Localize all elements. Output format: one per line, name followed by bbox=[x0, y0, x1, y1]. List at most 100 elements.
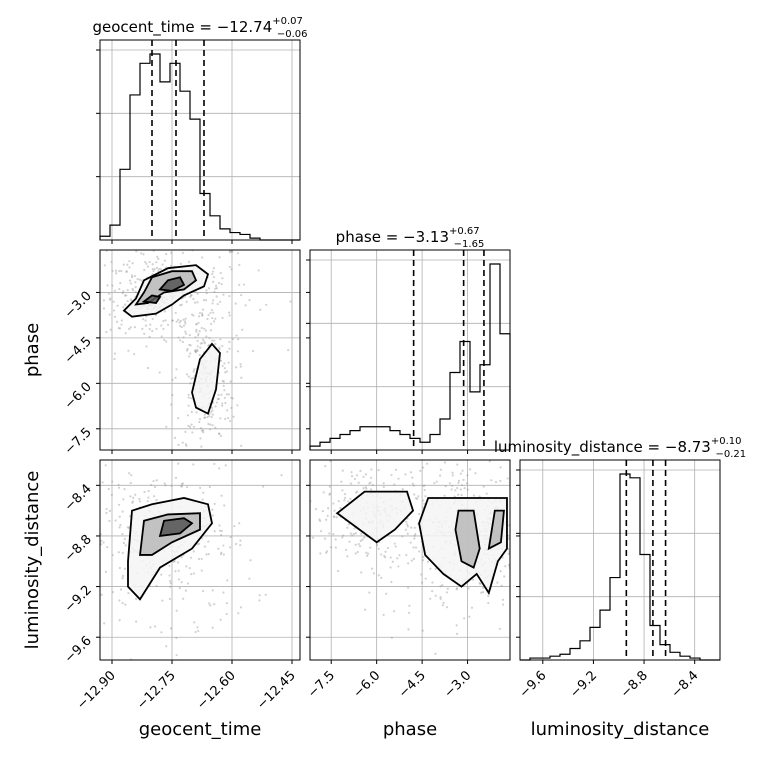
contour-inner bbox=[158, 517, 194, 538]
sample-point bbox=[507, 548, 510, 551]
sample-point bbox=[165, 340, 168, 343]
sample-point bbox=[507, 524, 510, 527]
sample-point bbox=[382, 613, 385, 616]
sample-point bbox=[242, 283, 246, 286]
sample-point bbox=[265, 529, 267, 531]
sample-point bbox=[199, 486, 202, 489]
sample-point bbox=[209, 311, 212, 315]
sample-point bbox=[215, 401, 219, 404]
sample-point bbox=[203, 545, 206, 548]
sample-point bbox=[117, 483, 120, 487]
sample-point bbox=[132, 289, 135, 292]
sample-point bbox=[191, 431, 194, 434]
sample-point bbox=[443, 494, 446, 497]
sample-point bbox=[181, 340, 184, 343]
sample-point bbox=[393, 483, 396, 486]
sample-point bbox=[409, 471, 413, 474]
sample-point bbox=[404, 473, 407, 476]
sample-point bbox=[203, 327, 206, 330]
sample-point bbox=[199, 346, 202, 349]
sample-point bbox=[265, 303, 268, 306]
sample-point bbox=[460, 484, 464, 487]
sample-point bbox=[313, 443, 315, 445]
sample-point bbox=[146, 265, 150, 268]
sample-point bbox=[499, 479, 502, 483]
sample-point bbox=[411, 482, 414, 485]
sample-point bbox=[227, 393, 230, 396]
sample-point bbox=[155, 327, 158, 330]
sample-point bbox=[500, 584, 503, 587]
sample-point bbox=[418, 512, 421, 516]
sample-point bbox=[197, 557, 201, 561]
sample-point bbox=[517, 577, 519, 579]
sample-point bbox=[224, 371, 227, 374]
sample-point bbox=[135, 597, 138, 601]
sample-point bbox=[513, 527, 515, 529]
sample-point bbox=[126, 526, 129, 529]
xtick-label: −4.5 bbox=[396, 668, 429, 701]
sample-point bbox=[210, 416, 213, 419]
sample-point bbox=[570, 562, 572, 564]
sample-point bbox=[461, 469, 464, 472]
sample-point bbox=[128, 472, 131, 475]
sample-point bbox=[389, 566, 392, 569]
sample-point bbox=[180, 555, 183, 559]
sample-point bbox=[214, 405, 217, 408]
sample-point bbox=[226, 416, 230, 420]
sample-point bbox=[113, 357, 116, 361]
sample-point bbox=[143, 490, 146, 494]
sample-point bbox=[211, 316, 214, 320]
sample-point bbox=[361, 538, 364, 541]
sample-point bbox=[118, 287, 121, 291]
sample-point bbox=[128, 279, 132, 282]
sample-point bbox=[386, 546, 390, 550]
sample-point bbox=[220, 393, 223, 396]
sample-point bbox=[194, 350, 197, 353]
sample-point bbox=[105, 507, 108, 511]
sample-point bbox=[280, 474, 283, 477]
sample-point bbox=[252, 349, 255, 353]
sample-point bbox=[412, 546, 415, 549]
panels-layer: −7.5 −6.0 −4.5 −3.0 −9.6 −9.2 −8.8 −8.4 −12.90 −1… bbox=[62, 39, 721, 713]
sample-point bbox=[195, 411, 198, 414]
sample-point bbox=[207, 553, 210, 556]
sample-point bbox=[183, 687, 185, 689]
sample-point bbox=[113, 315, 117, 318]
ytick-label: −8.8 bbox=[62, 532, 95, 565]
sample-point bbox=[451, 471, 454, 474]
sample-point bbox=[228, 347, 231, 350]
sample-point bbox=[194, 336, 197, 339]
sample-point bbox=[220, 450, 222, 452]
sample-point bbox=[480, 591, 483, 594]
sample-point bbox=[301, 618, 303, 620]
sample-point bbox=[174, 476, 178, 480]
sample-point bbox=[600, 554, 602, 556]
sample-point bbox=[85, 509, 87, 511]
sample-point bbox=[257, 269, 260, 272]
sample-point bbox=[472, 494, 476, 497]
sample-point bbox=[112, 300, 115, 303]
sample-point bbox=[470, 606, 474, 609]
sample-point bbox=[196, 349, 199, 353]
sample-point bbox=[534, 612, 536, 614]
sample-point bbox=[457, 481, 460, 485]
sample-point bbox=[412, 484, 416, 487]
sample-point bbox=[66, 257, 68, 259]
sample-point bbox=[170, 245, 172, 247]
sample-point bbox=[214, 317, 217, 320]
sample-point bbox=[174, 570, 177, 573]
sample-point bbox=[296, 498, 298, 500]
sample-point bbox=[209, 329, 213, 332]
sample-point bbox=[165, 645, 168, 648]
sample-point bbox=[85, 276, 87, 278]
sample-point bbox=[353, 477, 357, 481]
sample-point bbox=[171, 378, 174, 381]
sample-point bbox=[455, 587, 459, 590]
sample-point bbox=[163, 338, 166, 341]
sample-point bbox=[229, 380, 232, 383]
sample-point bbox=[325, 550, 329, 553]
sample-point bbox=[196, 626, 199, 629]
sample-point bbox=[221, 404, 224, 407]
sample-point bbox=[229, 546, 232, 549]
sample-point bbox=[307, 506, 309, 508]
